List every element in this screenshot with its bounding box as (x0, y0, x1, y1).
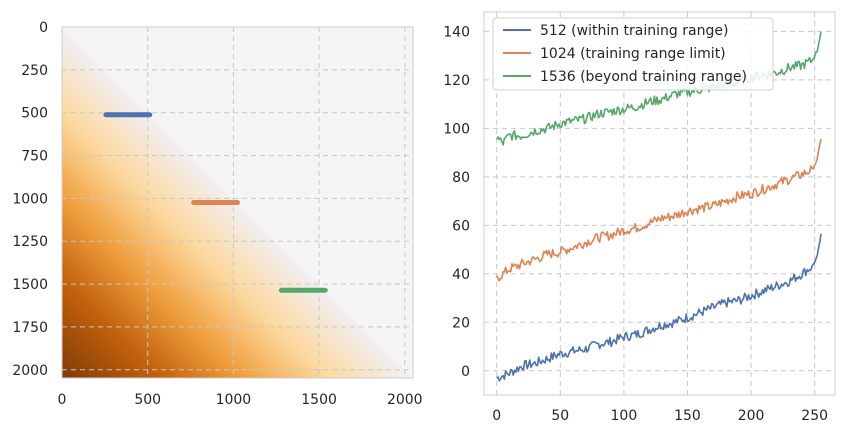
legend-box (492, 17, 774, 91)
legend: 512 (within training range) 1024 (traini… (492, 17, 774, 91)
heatmap-y-tick-label: 500 (21, 106, 48, 122)
heatmap-x-tick-label: 0 (58, 392, 67, 408)
heatmap-panel: 0 500 1000 1500 2000 0 250 500 750 1000 1250 1500 1… (12, 20, 422, 408)
line-y-tick-label: 60 (452, 218, 470, 234)
heatmap-frame (61, 26, 414, 379)
heatmap-y-tick-label: 0 (39, 20, 48, 36)
heatmap-y-tick-label: 1000 (12, 191, 48, 207)
line-y-ticks: 0 20 40 60 80 100 120 140 (443, 24, 470, 379)
line-y-tick-label: 120 (443, 73, 470, 89)
line-y-tick-label: 80 (452, 170, 470, 186)
line-x-tick-label: 150 (674, 408, 701, 424)
line-x-tick-label: 50 (551, 408, 569, 424)
heatmap-y-ticks: 0 250 500 750 1000 1250 1500 1750 2000 (12, 20, 48, 379)
line-y-tick-label: 140 (443, 24, 470, 40)
line-x-ticks: 0 50 100 150 200 250 (492, 408, 828, 424)
heatmap-x-ticks: 0 500 1000 1500 2000 (58, 392, 423, 408)
line-x-tick-label: 250 (801, 408, 828, 424)
line-panel: 0 50 100 150 200 250 0 20 40 60 80 100 120 140 512 (… (443, 11, 836, 424)
legend-label-512: 512 (within training range) (540, 23, 728, 39)
line-y-tick-label: 20 (452, 315, 470, 331)
line-y-tick-label: 0 (461, 364, 470, 380)
heatmap-y-tick-label: 1250 (12, 234, 48, 250)
series-line-512 (496, 233, 822, 382)
heatmap-x-tick-label: 1500 (301, 392, 337, 408)
line-x-tick-label: 100 (611, 408, 638, 424)
legend-label-1024: 1024 (training range limit) (540, 46, 726, 62)
heatmap-x-tick-label: 1000 (216, 392, 252, 408)
heatmap-segments (103, 112, 328, 293)
legend-label-1536: 1536 (beyond training range) (540, 69, 747, 85)
line-y-tick-label: 100 (443, 121, 470, 137)
heatmap-x-tick-label: 2000 (387, 392, 423, 408)
line-x-tick-label: 200 (738, 408, 765, 424)
heatmap-y-tick-label: 1750 (12, 320, 48, 336)
heatmap-y-tick-label: 1500 (12, 277, 48, 293)
series-line-1024 (495, 138, 822, 282)
heatmap-y-tick-label: 750 (21, 149, 48, 165)
line-x-tick-label: 0 (492, 408, 501, 424)
heatmap-y-tick-label: 2000 (12, 363, 48, 379)
heatmap-y-tick-label: 250 (21, 63, 48, 79)
line-y-tick-label: 40 (452, 267, 470, 283)
heatmap-x-tick-label: 500 (134, 392, 161, 408)
line-frame (483, 11, 836, 396)
